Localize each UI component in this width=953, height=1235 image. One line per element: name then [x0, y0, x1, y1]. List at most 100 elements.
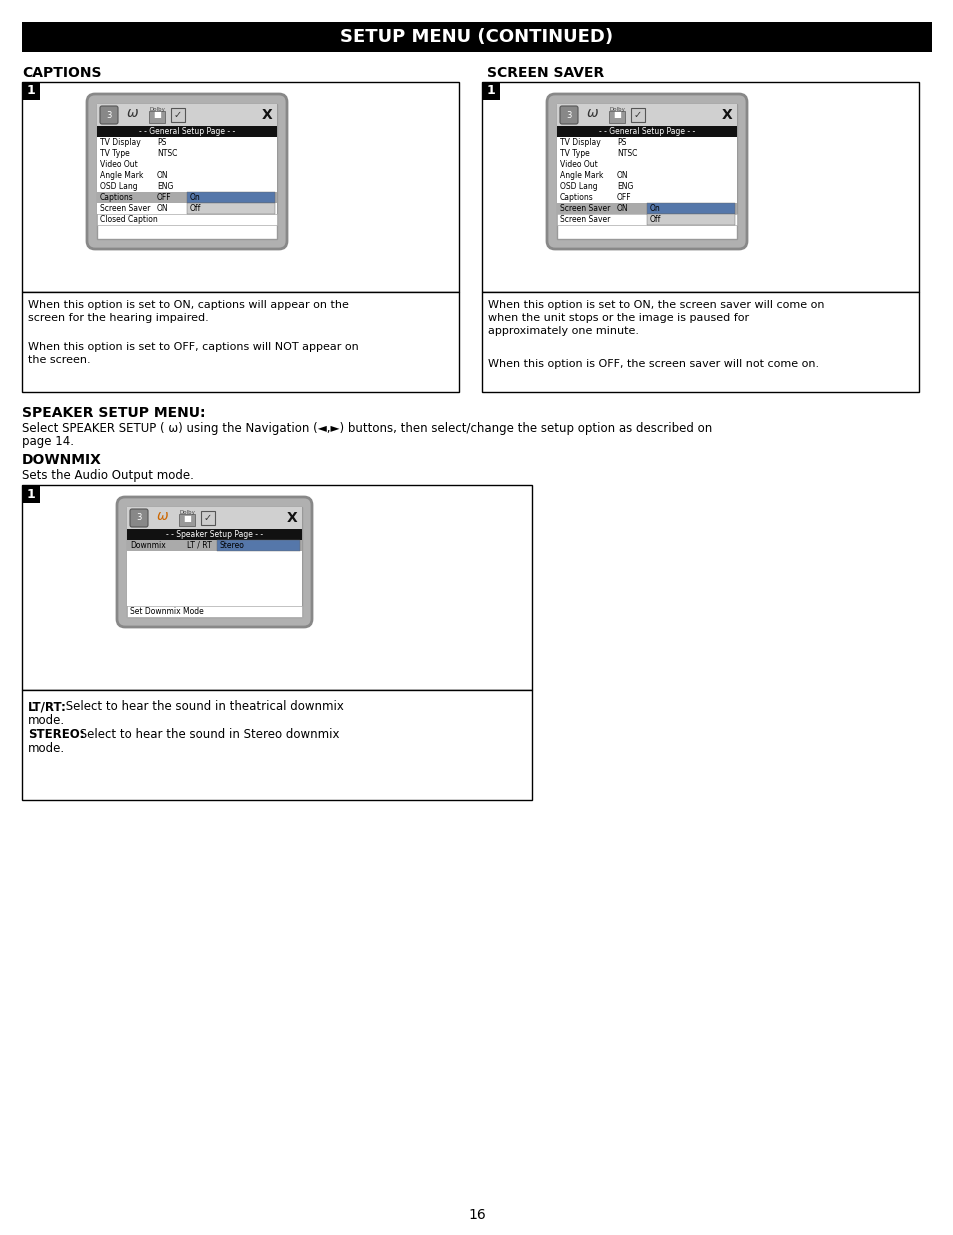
Bar — [557, 104, 737, 240]
Bar — [97, 191, 276, 203]
Text: NTSC: NTSC — [617, 149, 637, 158]
Bar — [22, 485, 532, 690]
Text: DOWNMIX: DOWNMIX — [22, 453, 102, 467]
Text: TV Display: TV Display — [100, 138, 141, 147]
Text: ✓: ✓ — [204, 513, 212, 522]
Text: mode.: mode. — [28, 714, 65, 727]
Bar — [22, 22, 931, 52]
Text: mode.: mode. — [28, 742, 65, 755]
Text: SPEAKER SETUP MENU:: SPEAKER SETUP MENU: — [22, 406, 205, 420]
Bar — [179, 514, 194, 526]
Text: When this option is set to ON, the screen saver will come on
when the unit stops: When this option is set to ON, the scree… — [488, 300, 823, 336]
Text: 1: 1 — [27, 488, 35, 500]
Text: Stereo: Stereo — [220, 541, 245, 550]
FancyBboxPatch shape — [100, 106, 118, 124]
Bar — [97, 170, 276, 182]
Bar — [97, 203, 276, 214]
Text: ENG: ENG — [157, 182, 173, 191]
Text: Select to hear the sound in theatrical downmix: Select to hear the sound in theatrical d… — [62, 700, 343, 713]
Bar — [481, 82, 499, 100]
Bar — [127, 551, 302, 562]
Bar — [97, 137, 276, 148]
Bar — [481, 291, 918, 391]
Bar — [127, 595, 302, 606]
Bar — [22, 291, 458, 391]
Text: - - General Setup Page - -: - - General Setup Page - - — [598, 127, 695, 136]
Text: Dolby: Dolby — [608, 107, 624, 112]
FancyBboxPatch shape — [130, 509, 148, 527]
Text: Captions: Captions — [100, 193, 133, 203]
Text: Screen Saver: Screen Saver — [100, 204, 151, 212]
Bar — [630, 107, 644, 122]
Bar — [22, 82, 458, 291]
Text: When this option is set to OFF, captions will NOT appear on
the screen.: When this option is set to OFF, captions… — [28, 342, 358, 366]
Text: TV Type: TV Type — [559, 149, 589, 158]
Text: When this option is OFF, the screen saver will not come on.: When this option is OFF, the screen save… — [488, 359, 819, 369]
Text: X: X — [286, 511, 297, 525]
Text: ω: ω — [127, 106, 139, 120]
Bar — [557, 159, 737, 170]
Text: ON: ON — [157, 170, 169, 180]
Bar — [557, 148, 737, 159]
Text: 16: 16 — [468, 1208, 485, 1221]
Bar — [187, 191, 274, 203]
Bar — [97, 214, 276, 225]
Text: Screen Saver: Screen Saver — [559, 204, 610, 212]
Text: - - Speaker Setup Page - -: - - Speaker Setup Page - - — [166, 530, 263, 538]
Bar — [22, 485, 40, 503]
Bar — [149, 111, 165, 124]
Bar — [557, 170, 737, 182]
Text: ■: ■ — [613, 110, 620, 120]
Bar — [557, 104, 737, 126]
Bar — [127, 606, 302, 618]
Text: ON: ON — [157, 204, 169, 212]
Text: 3: 3 — [136, 514, 142, 522]
Text: Angle Mark: Angle Mark — [100, 170, 143, 180]
Text: STEREO:: STEREO: — [28, 727, 85, 741]
Text: PS: PS — [157, 138, 166, 147]
Text: Off: Off — [190, 204, 201, 212]
Text: Off: Off — [649, 215, 660, 224]
Text: SETUP MENU (CONTINUED): SETUP MENU (CONTINUED) — [340, 28, 613, 46]
Bar — [171, 107, 185, 122]
FancyBboxPatch shape — [559, 106, 578, 124]
Text: When this option is set to ON, captions will appear on the
screen for the hearin: When this option is set to ON, captions … — [28, 300, 349, 324]
Text: Select to hear the sound in Stereo downmix: Select to hear the sound in Stereo downm… — [76, 727, 339, 741]
Bar — [22, 82, 40, 100]
Text: page 14.: page 14. — [22, 435, 74, 448]
Bar — [646, 203, 734, 214]
FancyBboxPatch shape — [546, 94, 746, 249]
Bar — [97, 104, 276, 126]
Bar — [97, 159, 276, 170]
Text: OFF: OFF — [617, 193, 631, 203]
Bar — [557, 137, 737, 148]
Text: ω: ω — [157, 509, 169, 522]
Bar — [557, 191, 737, 203]
Bar — [557, 214, 737, 225]
Text: Dolby: Dolby — [179, 510, 194, 515]
Text: Select SPEAKER SETUP ( ω) using the Navigation (◄,►) buttons, then select/change: Select SPEAKER SETUP ( ω) using the Navi… — [22, 422, 712, 435]
Text: ON: ON — [617, 204, 628, 212]
Bar — [557, 126, 737, 137]
Bar — [201, 511, 214, 525]
FancyBboxPatch shape — [117, 496, 312, 627]
Text: CAPTIONS: CAPTIONS — [22, 65, 101, 80]
Text: Set Downmix Mode: Set Downmix Mode — [130, 606, 204, 616]
Text: NTSC: NTSC — [157, 149, 177, 158]
Text: ENG: ENG — [617, 182, 633, 191]
Text: Screen Saver: Screen Saver — [559, 215, 610, 224]
Bar — [557, 182, 737, 191]
Text: SCREEN SAVER: SCREEN SAVER — [486, 65, 603, 80]
Text: Closed Caption: Closed Caption — [100, 215, 157, 224]
Text: ✓: ✓ — [634, 110, 641, 120]
Text: TV Display: TV Display — [559, 138, 600, 147]
Bar — [127, 573, 302, 584]
Bar — [216, 540, 299, 551]
Text: - - General Setup Page - -: - - General Setup Page - - — [139, 127, 234, 136]
Text: ω: ω — [587, 106, 598, 120]
FancyBboxPatch shape — [87, 94, 287, 249]
Text: Sets the Audio Output mode.: Sets the Audio Output mode. — [22, 469, 193, 482]
Bar — [127, 508, 302, 529]
Text: ON: ON — [617, 170, 628, 180]
Text: LT / RT: LT / RT — [187, 541, 212, 550]
